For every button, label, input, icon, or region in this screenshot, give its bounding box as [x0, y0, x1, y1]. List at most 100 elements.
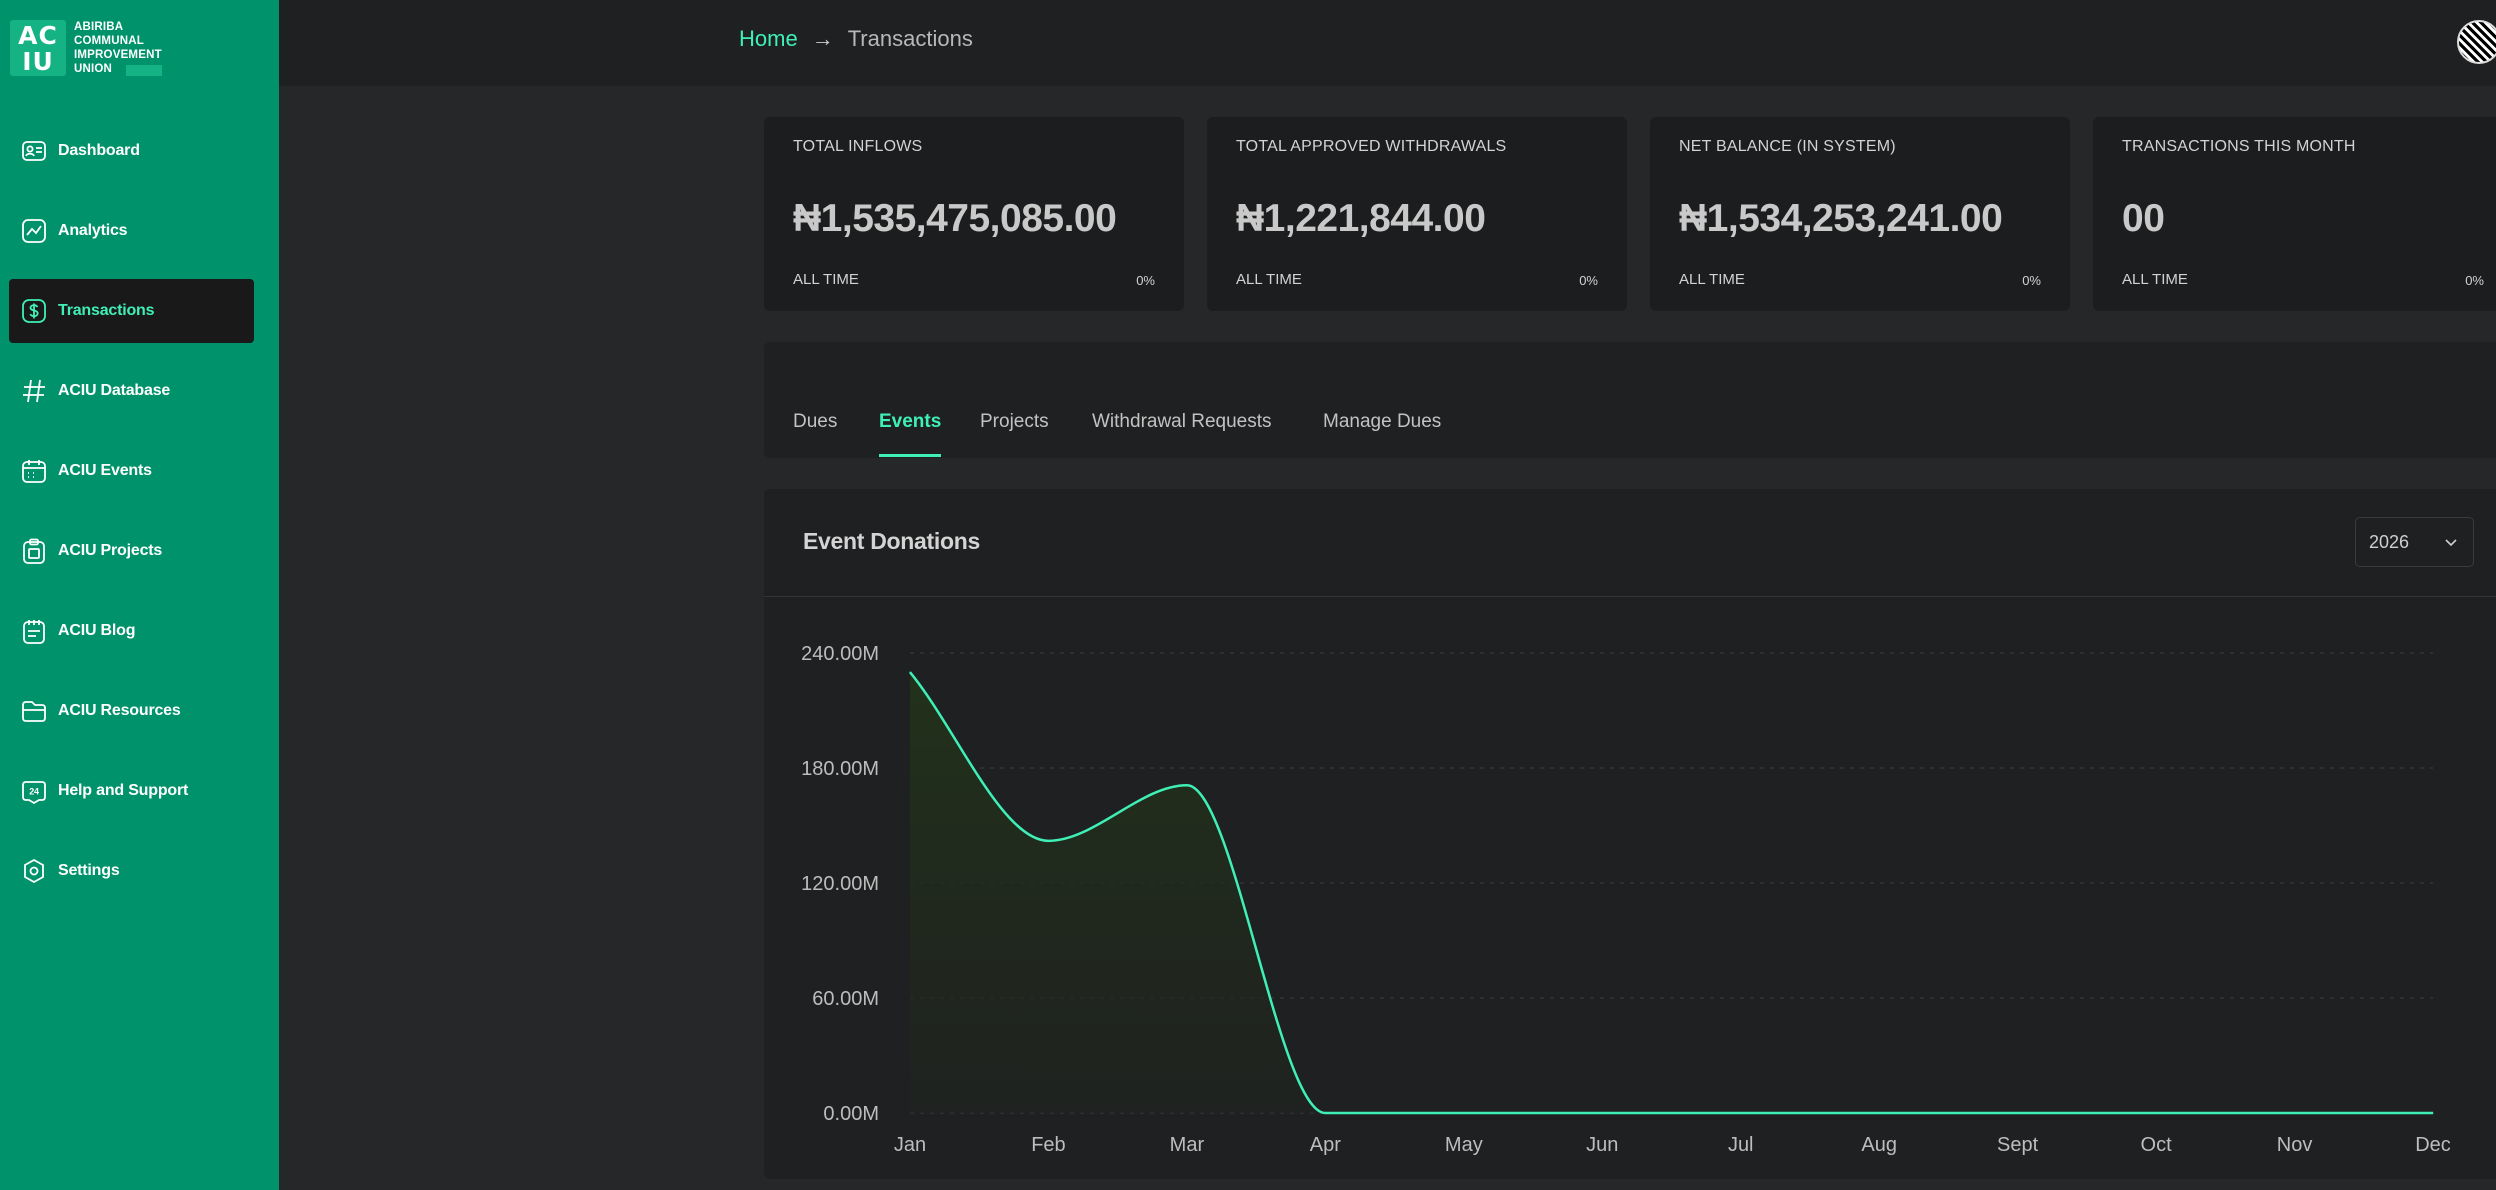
x-tick-label: Nov — [2277, 1134, 2313, 1156]
x-tick-label: Jun — [1586, 1134, 1618, 1156]
sidebar-item-aciu-events[interactable]: ACIU Events — [9, 439, 254, 503]
svg-text:24: 24 — [29, 787, 39, 797]
event-donations-chart: 0.00M 60.00M 120.00M 180.00M 240.00M Jan Feb M… — [801, 643, 2451, 1156]
stat-value: ₦1,221,844.00 — [1236, 197, 1486, 240]
sidebar-item-label: ACIU Resources — [58, 702, 181, 719]
chevron-down-icon — [2445, 539, 2457, 547]
tab-label: Projects — [980, 411, 1049, 432]
stat-value: 00 — [2122, 197, 2165, 240]
gear-icon — [19, 856, 49, 886]
x-tick-label: Feb — [1031, 1134, 1065, 1156]
tab-projects[interactable]: Projects — [980, 411, 1049, 457]
stat-value: ₦1,534,253,241.00 — [1679, 197, 2003, 240]
notepad-icon — [19, 616, 49, 646]
stat-label: TOTAL APPROVED WITHDRAWALS — [1236, 138, 1507, 155]
data-point-may[interactable] — [1463, 1112, 1465, 1114]
y-tick-label: 180.00M — [801, 758, 879, 780]
sidebar-item-label: ACIU Projects — [58, 542, 163, 559]
arrow-right-icon: → — [811, 26, 834, 51]
data-point-jun[interactable] — [1601, 1112, 1603, 1114]
y-tick-label: 120.00M — [801, 873, 879, 895]
sidebar-item-aciu-projects[interactable]: ACIU Projects — [9, 519, 254, 583]
sidebar-item-settings[interactable]: Settings — [9, 839, 254, 903]
event-donations-panel: Event Donations 2026 0.00M 60.00M 120.00M 1… — [764, 489, 2496, 1179]
stat-card-total-approved-withdrawals: TOTAL APPROVED WITHDRAWALS ₦1,221,844.00… — [1207, 117, 1627, 311]
chart-header: Event Donations 2026 — [764, 489, 2496, 597]
aciu-logo[interactable]: AC IU ABIRIBA COMMUNAL IMPROVEMENT UNION — [10, 20, 210, 80]
x-tick-label: Apr — [1310, 1134, 1341, 1156]
year-select-value: 2026 — [2369, 531, 2410, 552]
stat-change: 0% — [2022, 273, 2041, 288]
active-tab-indicator — [879, 454, 942, 457]
sidebar-item-aciu-resources[interactable]: ACIU Resources — [9, 679, 254, 743]
sidebar-item-dashboard[interactable]: Dashboard — [9, 119, 254, 183]
tab-events[interactable]: Events — [879, 411, 942, 457]
logo-mark: AC IU — [10, 20, 66, 76]
sidebar-item-label: ACIU Blog — [58, 622, 136, 639]
data-point-mar[interactable] — [1186, 784, 1188, 786]
breadcrumb-current: Transactions — [847, 26, 973, 51]
stat-change: 0% — [2465, 273, 2484, 288]
sidebar: AC IU ABIRIBA COMMUNAL IMPROVEMENT UNION … — [0, 0, 279, 1190]
tab-dues[interactable]: Dues — [793, 411, 837, 457]
data-point-jan[interactable] — [909, 671, 911, 673]
x-tick-label: Oct — [2141, 1134, 2173, 1156]
chart-icon — [19, 216, 49, 246]
x-axis: Jan Feb Mar Apr May Jun Jul Aug Sept Oct Nov Dec — [894, 1134, 2451, 1156]
stat-value: ₦1,535,475,085.00 — [793, 197, 1117, 240]
folder-icon — [19, 696, 49, 726]
stat-change: 0% — [1579, 273, 1598, 288]
logo-line: UNION — [74, 63, 113, 75]
clipboard-icon — [19, 536, 49, 566]
data-point-aug[interactable] — [1878, 1112, 1880, 1114]
y-tick-label: 240.00M — [801, 643, 879, 665]
sidebar-item-label: Dashboard — [58, 142, 140, 159]
stat-label: TOTAL INFLOWS — [793, 138, 923, 155]
x-tick-label: Dec — [2415, 1134, 2451, 1156]
sidebar-item-aciu-database[interactable]: ACIU Database — [9, 359, 254, 423]
data-point-sept[interactable] — [2017, 1112, 2019, 1114]
top-header: Home → Transactions — [279, 0, 2496, 86]
y-tick-label: 60.00M — [812, 988, 879, 1010]
stat-card-transactions-this-month: TRANSACTIONS THIS MONTH 00 ALL TIME 0% — [2093, 117, 2496, 311]
data-point-nov[interactable] — [2294, 1112, 2296, 1114]
y-axis: 0.00M 60.00M 120.00M 180.00M 240.00M — [801, 643, 879, 1125]
stat-period: ALL TIME — [1236, 271, 1302, 288]
id-card-icon — [19, 136, 49, 166]
data-point-apr[interactable] — [1324, 1112, 1326, 1114]
tab-manage-dues[interactable]: Manage Dues — [1323, 411, 1441, 457]
logo-line: COMMUNAL — [74, 35, 144, 47]
stat-period: ALL TIME — [1679, 271, 1745, 288]
data-point-feb[interactable] — [1047, 840, 1049, 842]
sidebar-item-transactions[interactable]: Transactions — [9, 279, 254, 343]
stat-card-total-inflows: TOTAL INFLOWS ₦1,535,475,085.00 ALL TIME… — [764, 117, 1184, 311]
x-tick-label: May — [1445, 1134, 1483, 1156]
tab-withdrawal-requests[interactable]: Withdrawal Requests — [1092, 411, 1272, 457]
logo-accent-bar — [126, 65, 162, 76]
breadcrumb-home-link[interactable]: Home — [739, 26, 798, 51]
sidebar-item-analytics[interactable]: Analytics — [9, 199, 254, 263]
support-24-icon: 24 — [19, 776, 49, 806]
logo-text: ABIRIBA COMMUNAL IMPROVEMENT UNION — [74, 20, 204, 76]
stat-period: ALL TIME — [793, 271, 859, 288]
sidebar-item-aciu-blog[interactable]: ACIU Blog — [9, 599, 254, 663]
breadcrumb: Home → Transactions — [739, 26, 973, 52]
data-point-dec[interactable] — [2432, 1112, 2434, 1114]
sidebar-item-label: Settings — [58, 862, 120, 879]
y-tick-label: 0.00M — [823, 1103, 879, 1125]
area-fill — [910, 672, 2433, 1113]
sidebar-item-label: ACIU Events — [58, 462, 152, 479]
tab-label: Events — [879, 411, 942, 432]
dollar-icon — [19, 296, 49, 326]
year-select[interactable]: 2026 — [2355, 517, 2474, 567]
data-point-oct[interactable] — [2155, 1112, 2157, 1114]
stat-change: 0% — [1136, 273, 1155, 288]
x-tick-label: Sept — [1997, 1134, 2039, 1156]
tab-label: Withdrawal Requests — [1092, 411, 1272, 432]
stat-label: NET BALANCE (IN SYSTEM) — [1679, 138, 1896, 155]
data-point-jul[interactable] — [1740, 1112, 1742, 1114]
avatar[interactable] — [2457, 20, 2496, 64]
logo-line: ABIRIBA — [74, 21, 124, 33]
sidebar-item-help-and-support[interactable]: 24 Help and Support — [9, 759, 254, 823]
x-tick-label: Aug — [1861, 1134, 1897, 1156]
